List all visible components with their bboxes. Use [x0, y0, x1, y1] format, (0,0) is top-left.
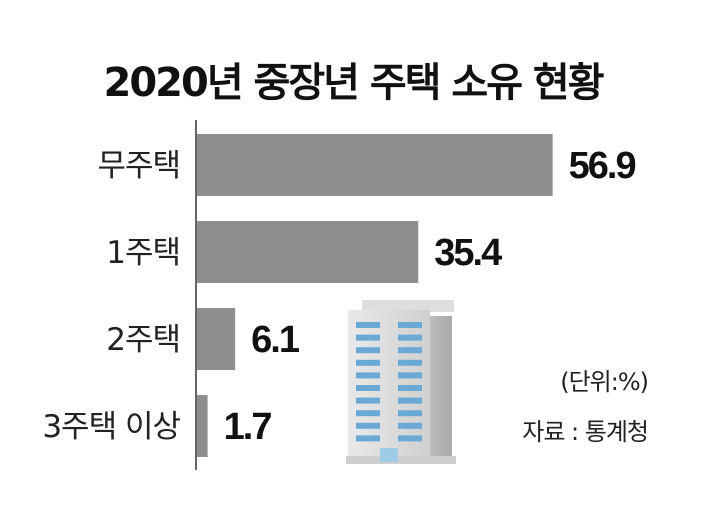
category-label: 1주택	[106, 235, 180, 271]
bar	[197, 395, 208, 457]
bar-series: 무주택 56.9 1주택 35.4 2주택 6.1 3주택 이상 1.7	[42, 134, 637, 457]
chart-title: 2020년 중장년 주택 소유 현황	[103, 60, 604, 106]
building-window	[356, 410, 380, 417]
bar	[197, 308, 236, 370]
building-window	[356, 422, 380, 429]
value-label: 56.9	[569, 145, 636, 187]
building-window	[398, 359, 422, 366]
unit-note: (단위:%)	[560, 368, 649, 396]
building-window	[356, 359, 380, 366]
building-window	[356, 347, 380, 354]
category-label: 2주택	[106, 322, 180, 358]
building-window	[398, 410, 422, 417]
value-label: 6.1	[251, 319, 300, 361]
apartment-building-illustration	[346, 300, 456, 464]
building-window	[398, 334, 422, 341]
building-window	[356, 435, 380, 442]
building-window	[356, 397, 380, 404]
building-window	[356, 385, 380, 391]
building-window	[398, 397, 422, 404]
category-label: 3주택 이상	[42, 409, 180, 445]
building-window	[356, 334, 380, 341]
value-label: 35.4	[434, 232, 502, 274]
building-window	[398, 372, 422, 379]
building-window	[356, 322, 380, 328]
building-window	[398, 435, 422, 442]
building-window	[398, 347, 422, 354]
bar	[197, 221, 419, 283]
category-label: 무주택	[97, 148, 180, 184]
building-window	[398, 422, 422, 429]
building-window	[356, 372, 380, 379]
bar	[197, 134, 553, 196]
building-window	[398, 322, 422, 328]
source-note: 자료 : 통계청	[522, 418, 649, 446]
value-label: 1.7	[224, 406, 272, 448]
building-window	[398, 385, 422, 391]
